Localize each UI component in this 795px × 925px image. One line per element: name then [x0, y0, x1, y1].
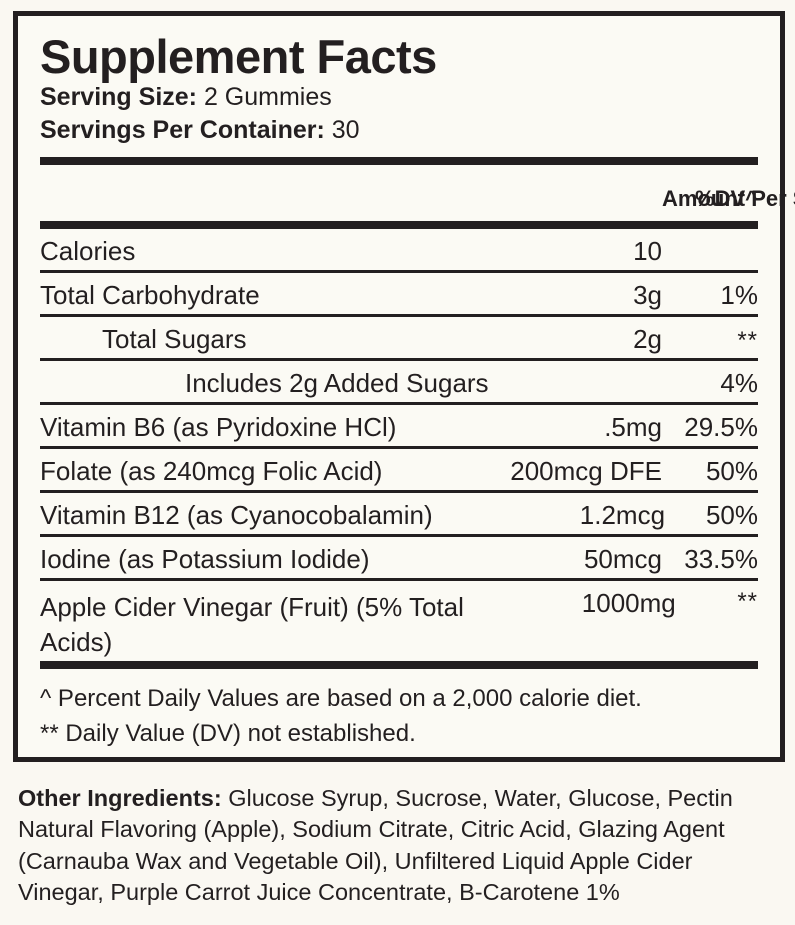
nutrient-name: Calories — [40, 236, 136, 267]
servings-per-container-label: Servings Per Container: — [40, 116, 325, 145]
divider-thick-top — [40, 157, 758, 166]
nutrient-rows: Calories 10 Total Carbohydrate 3g 1% Tot… — [40, 229, 758, 661]
spacer — [40, 147, 758, 157]
nutrient-dv: 50% — [705, 456, 758, 487]
other-ingredients: Other Ingredients: Glucose Syrup, Sucros… — [18, 783, 776, 908]
nutrient-dv: 4% — [720, 368, 758, 399]
servings-per-container-line: Servings Per Container: 30 — [40, 114, 758, 147]
nutrient-name: Total Carbohydrate — [40, 280, 260, 311]
nutrient-dv — [662, 251, 758, 260]
divider-thin — [40, 358, 758, 362]
table-row: Vitamin B12 (as Cyanocobalamin) 1.2mcg 5… — [40, 493, 758, 534]
divider-thin — [40, 314, 758, 318]
divider-thin — [40, 270, 758, 274]
table-row: Calories 10 — [40, 229, 758, 270]
nutrient-amount: 1.2mcg — [579, 500, 666, 531]
nutrient-amount: 50mcg — [583, 544, 662, 575]
supplement-facts-panel: Supplement Facts Serving Size: 2 Gummies… — [13, 11, 795, 762]
other-ingredients-label: Other Ingredients: — [18, 785, 222, 811]
serving-size-line: Serving Size: 2 Gummies — [40, 81, 758, 114]
table-row: Apple Cider Vinegar (Fruit) (5% Total Ac… — [40, 581, 758, 661]
nutrient-dv: 1% — [720, 280, 758, 311]
nutrient-amount: 1000mg — [581, 588, 676, 619]
footnote-daily-value: ^ Percent Daily Values are based on a 2,… — [40, 685, 642, 713]
table-row: Folate (as 240mcg Folic Acid) 200mcg DFE… — [40, 449, 758, 490]
nutrient-dv: 33.5% — [684, 544, 758, 575]
table-row: Total Sugars 2g ** — [40, 317, 758, 358]
table-row: Includes 2g Added Sugars 4% — [40, 361, 758, 402]
divider-thick-header — [40, 221, 758, 230]
nutrient-dv: 29.5% — [684, 412, 758, 443]
nutrient-dv: ** — [737, 327, 758, 355]
page-title: Supplement Facts — [40, 30, 437, 83]
footnote-dv-not-established: ** Daily Value (DV) not established. — [40, 719, 416, 747]
nutrient-amount: 200mcg DFE — [510, 456, 662, 487]
serving-size-value: 2 Gummies — [203, 82, 332, 111]
nutrient-name: Vitamin B12 (as Cyanocobalamin) — [40, 500, 433, 531]
divider-thin — [40, 402, 758, 406]
divider-thin — [40, 578, 758, 582]
nutrient-name: Total Sugars — [102, 324, 247, 355]
nutrient-amount: 10 — [633, 236, 662, 267]
dv-header: %DV^ — [695, 186, 758, 212]
servings-per-container-value: 30 — [331, 116, 360, 145]
nutrient-dv: 50% — [705, 500, 758, 531]
nutrient-name: Apple Cider Vinegar (Fruit) (5% Total Ac… — [40, 592, 464, 658]
nutrient-amount — [489, 383, 681, 392]
other-ingredients-text: Glucose Syrup, Sucrose, Water, Glucose, … — [18, 785, 733, 905]
column-header-row: Amount Per Serving %DV^ — [40, 165, 795, 221]
divider-thin — [40, 490, 758, 494]
nutrient-name: Folate (as 240mcg Folic Acid) — [40, 456, 383, 487]
divider-thin — [40, 446, 758, 450]
divider-thick-bottom — [40, 661, 758, 670]
table-row: Vitamin B6 (as Pyridoxine HCl) .5mg 29.5… — [40, 405, 758, 446]
footnotes: ^ Percent Daily Values are based on a 2,… — [40, 669, 758, 750]
table-row: Iodine (as Potassium Iodide) 50mcg 33.5% — [40, 537, 758, 578]
nutrient-name: Vitamin B6 (as Pyridoxine HCl) — [40, 412, 397, 443]
divider-thin — [40, 534, 758, 538]
nutrient-name: Includes 2g Added Sugars — [185, 368, 489, 399]
nutrient-amount: .5mg — [604, 412, 662, 443]
nutrient-name: Iodine (as Potassium Iodide) — [40, 544, 370, 575]
nutrient-amount: 2g — [633, 324, 662, 355]
nutrient-dv: ** — [737, 588, 759, 616]
serving-size-label: Serving Size: — [40, 82, 197, 111]
table-row: Total Carbohydrate 3g 1% — [40, 273, 758, 314]
nutrient-amount: 3g — [633, 280, 662, 311]
